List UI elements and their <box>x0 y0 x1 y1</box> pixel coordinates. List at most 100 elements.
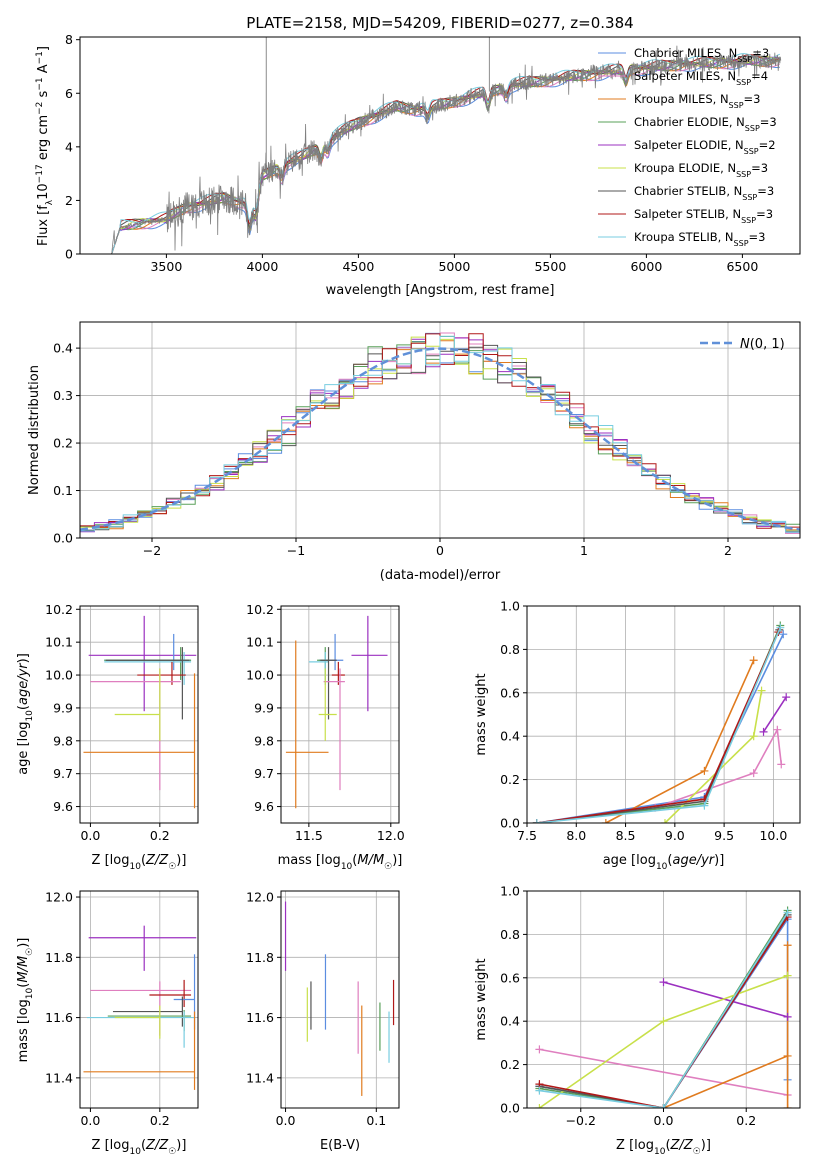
x-tick-label: 0 <box>436 543 444 558</box>
error-bar-point <box>318 633 344 671</box>
y-tick-label: 0.3 <box>53 388 73 403</box>
axes-frame <box>280 890 400 1109</box>
weight-line <box>539 912 789 1108</box>
model-spectrum-line <box>111 57 780 254</box>
x-tick-label: 0.2 <box>150 828 170 843</box>
error-bar-point <box>90 981 192 1036</box>
x-tick-label: 2 <box>724 543 732 558</box>
y-tick-label: 12.0 <box>246 890 274 905</box>
error-bar-point <box>114 1005 161 1039</box>
weight-line <box>536 631 780 823</box>
spectrum-legend: Chabrier MILES, NSSP=3 Salpeter MILES, NS… <box>598 46 777 248</box>
error-bar-point <box>83 673 196 809</box>
axes-frame <box>280 605 400 824</box>
mass_vs_Z-x-label: Z [log10(Z/Z☉)] <box>92 1138 187 1157</box>
axes-frame <box>526 605 801 824</box>
x-tick-label: 5000 <box>438 259 470 274</box>
x-tick-label: 0.0 <box>276 1113 296 1128</box>
mass-vs-ebv-panel: 0.0 0.1 11.4 11.6 11.8 12.0 E(B-V) <box>246 890 400 1153</box>
error-bar-point <box>320 647 337 720</box>
weight-line <box>536 625 782 823</box>
x-tick-label: 12.0 <box>377 828 405 843</box>
weight-point-marker <box>773 725 782 734</box>
error-bar-point <box>112 996 183 1027</box>
y-tick-label: 9.7 <box>254 766 274 781</box>
model-spectrum-line <box>111 55 780 254</box>
weight-point-marker <box>535 1104 544 1108</box>
legend-entry: N(0, 1) <box>740 337 785 352</box>
error-bar-point <box>149 979 192 1008</box>
x-tick-label: −0.2 <box>566 1113 596 1128</box>
y-tick-label: 6 <box>65 86 73 101</box>
x-tick-label: 0.2 <box>150 1113 170 1128</box>
plot-area <box>284 901 395 1096</box>
y-tick-label: 2 <box>65 193 73 208</box>
weight-point-marker <box>779 630 788 639</box>
y-tick-label: 0.1 <box>53 483 73 498</box>
y-tick-label: 9.6 <box>254 799 274 814</box>
weight-point-marker <box>749 769 758 778</box>
error-bar-point <box>114 668 161 741</box>
plot-area <box>111 37 782 254</box>
legend-entry: Kroupa MILES, NSSP=3 <box>634 92 760 110</box>
y-tick-label: 0 <box>65 247 73 262</box>
x-tick-label: 8.0 <box>566 828 586 843</box>
weight-line <box>654 727 783 809</box>
y-tick-label: 1.0 <box>500 599 520 614</box>
age_vs_Z-x-label: Z [log10(Z/Z☉)] <box>92 853 187 872</box>
axes-frame <box>79 321 801 539</box>
weight-point-marker <box>659 978 668 987</box>
spectrum-panel: 3500 4000 4500 5000 5500 6000 6500 0 2 4 6 8 Chabrie… <box>35 32 801 298</box>
y-tick-label: 0.4 <box>53 341 73 356</box>
weight-point-marker <box>776 623 785 632</box>
weight-point-marker <box>532 819 541 823</box>
x-tick-label: 0.0 <box>654 1113 674 1128</box>
error-bar-point <box>104 633 192 671</box>
weight-point-marker <box>757 686 766 695</box>
weight-point-marker <box>783 971 792 980</box>
x-tick-label: 9.0 <box>665 828 685 843</box>
weight-point-marker <box>601 819 610 823</box>
error-bar-point <box>318 668 337 741</box>
weight-point-marker <box>749 732 758 741</box>
axes-frame <box>79 890 199 1109</box>
weight-point-marker <box>782 693 791 702</box>
axes-frame <box>79 605 199 824</box>
y-tick-label: 9.9 <box>254 700 274 715</box>
error-bar-point <box>106 647 190 720</box>
y-tick-label: 10.1 <box>246 635 274 650</box>
x-tick-label: 11.5 <box>295 828 323 843</box>
mass-vs-metallicity-panel: 0.0 0.2 11.4 11.6 11.8 12.0 Z [log10(Z/Z☉)] mas… <box>16 890 199 1157</box>
residual-histogram-step <box>80 335 800 533</box>
x-tick-label: 0.0 <box>80 1113 100 1128</box>
y-tick-label: 11.6 <box>45 1010 73 1025</box>
weight-point-marker <box>700 801 709 810</box>
weight-line <box>536 627 782 823</box>
weight-point-marker <box>783 1012 792 1021</box>
x-tick-label: 6000 <box>630 259 662 274</box>
weight-point-marker <box>660 819 669 823</box>
mass_vs_ebv-x-label: E(B-V) <box>320 1138 360 1153</box>
y-tick-label: 0.2 <box>500 772 520 787</box>
y-tick-label: 0.2 <box>500 1057 520 1072</box>
x-tick-label: 7.5 <box>517 828 537 843</box>
error-bar-point <box>86 1011 195 1048</box>
weight-point-marker <box>749 656 758 665</box>
y-tick-label: 0.0 <box>53 531 73 546</box>
x-tick-label: 4500 <box>342 259 374 274</box>
y-tick-label: 0.8 <box>500 642 520 657</box>
age-vs-metallicity-panel: 0.0 0.2 9.6 9.7 9.8 9.9 10.0 10.1 10.2 Z [log10(Z… <box>16 602 199 872</box>
y-tick-label: 11.8 <box>45 950 73 965</box>
weight-vs-age-panel: 7.5 8.0 8.5 9.0 9.5 10.0 0.0 0.2 0.4 0.6 0.8 1.0 age… <box>474 599 801 872</box>
weight-point-marker <box>700 766 709 775</box>
x-tick-label: 5500 <box>534 259 566 274</box>
spectrum-y-label: Flux [fλ10−17 erg cm−2 s−1 A−1] <box>35 46 55 246</box>
x-tick-label: 3500 <box>150 259 182 274</box>
y-tick-label: 0.4 <box>500 729 520 744</box>
y-tick-label: 10.0 <box>45 668 73 683</box>
error-bar-point <box>90 668 181 791</box>
y-tick-label: 11.6 <box>246 1010 274 1025</box>
spectrum-x-label: wavelength [Angstrom, rest frame] <box>326 283 555 298</box>
y-tick-label: 9.8 <box>53 733 73 748</box>
plot-area <box>83 925 197 1090</box>
